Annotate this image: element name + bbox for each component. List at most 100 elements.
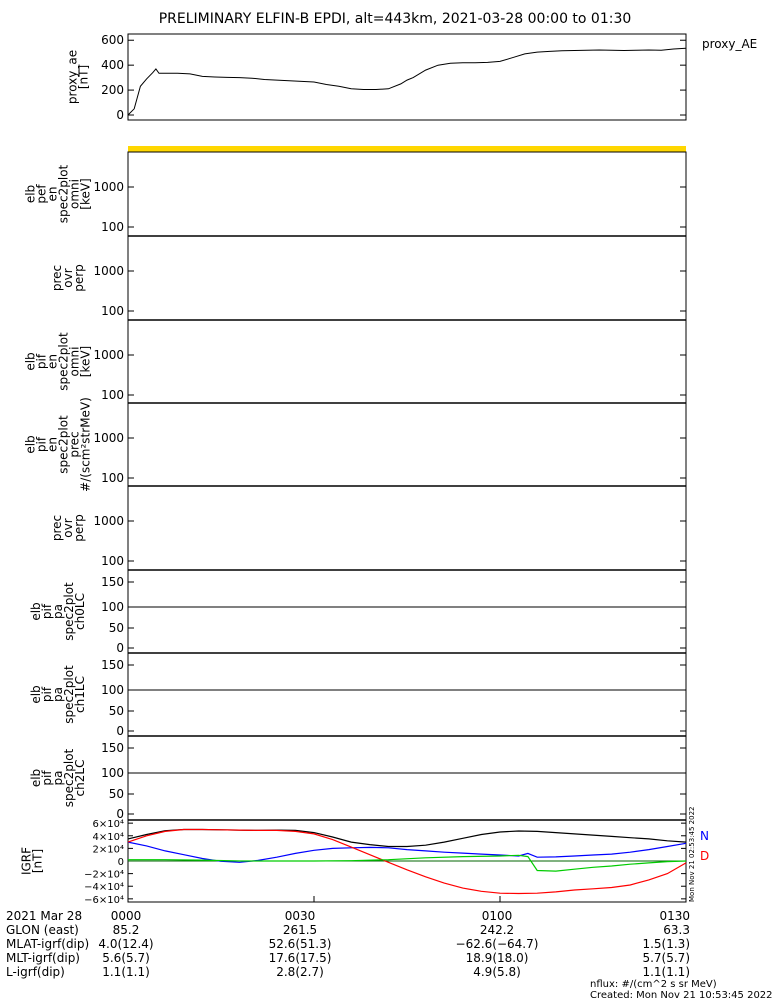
axis-label-line: #/(scm²strMeV) xyxy=(79,397,93,492)
y-tick-label: 1000 xyxy=(93,431,124,445)
axis-label-line: [keV] xyxy=(79,346,93,377)
orbit-row-value: −62.6(−64.7) xyxy=(456,937,539,951)
y-tick-label: 100 xyxy=(101,471,124,485)
panel-frame xyxy=(127,402,687,487)
y-tick-label: −6×10⁴ xyxy=(84,895,124,906)
axis-label-line: ovr xyxy=(61,518,75,537)
legend-proxy-ae: proxy_AE xyxy=(702,37,757,51)
orbit-row-value: 0100 xyxy=(482,909,513,923)
y-tick-label: 0 xyxy=(116,724,124,738)
axis-label-line: en xyxy=(46,354,60,369)
panel-frame xyxy=(127,319,687,404)
orbit-row-label: L-igrf(dip) xyxy=(6,965,65,979)
y-tick-label: 100 xyxy=(101,600,124,614)
y-tick-label: 100 xyxy=(101,220,124,234)
orbit-row-value: 0000 xyxy=(111,909,142,923)
y-tick-label: 100 xyxy=(101,388,124,402)
axis-label-line: pa xyxy=(51,771,65,786)
axis-label-line: spec2plot xyxy=(62,665,76,724)
y-tick-label: 2×10⁴ xyxy=(93,844,124,855)
axis-label-line: elb xyxy=(29,685,43,703)
series-h xyxy=(128,854,687,872)
ae-y-ticks: 600 400 200 0 xyxy=(101,33,686,122)
y-tick-label: 100 xyxy=(101,766,124,780)
yellow-status-bar xyxy=(128,146,686,152)
panel-frame xyxy=(127,151,687,237)
axis-label-line: pif xyxy=(35,353,49,369)
axis-label-line: pa xyxy=(51,687,65,702)
orbit-row-value: 1.1(1.1) xyxy=(642,965,690,979)
axis-label-line: pif xyxy=(40,770,54,786)
axis-label-line: spec2plot xyxy=(57,332,71,391)
panel-frame xyxy=(127,485,687,571)
side-timestamp: Mon Nov 21 02:53:45 2022 xyxy=(688,807,696,902)
axis-label-line: perp xyxy=(72,514,86,542)
axis-label-line: pef xyxy=(35,184,49,204)
y-tick-label: 0 xyxy=(116,807,124,821)
series-d xyxy=(127,828,687,895)
axis-label-line: spec2plot xyxy=(57,415,71,474)
axis-label-line: [keV] xyxy=(79,178,93,209)
orbit-row-value: 5.6(5.7) xyxy=(102,951,150,965)
axis-label-line: ch0LC xyxy=(73,593,87,630)
orbit-row-value: 1.5(1.3) xyxy=(642,937,690,951)
orbit-row-value: 5.7(5.7) xyxy=(642,951,690,965)
orbit-row-label: MLT-igrf(dip) xyxy=(6,951,80,965)
legend-d: D xyxy=(700,849,709,863)
orbit-table: 2021 Mar 28 0000 0030 0100 0130 GLON (east) 85… xyxy=(6,909,690,979)
y-tick-label: 100 xyxy=(101,683,124,697)
figure-title: PRELIMINARY ELFIN-B EPDI, alt=443km, 202… xyxy=(159,11,632,27)
axis-label-line: pif xyxy=(35,436,49,452)
y-tick-label: 50 xyxy=(109,621,124,635)
orbit-row-value: 261.5 xyxy=(283,923,317,937)
panel-proxy-ae: proxy_AE 600 400 200 0 proxy_ae[nT] xyxy=(66,33,758,122)
orbit-row-value: 4.0(12.4) xyxy=(98,937,153,951)
axis-label-line: omni xyxy=(68,347,82,377)
axis-label-line: perp xyxy=(72,264,86,292)
y-tick-label: 400 xyxy=(101,58,124,72)
axis-label-line: elb xyxy=(24,435,38,453)
orbit-row-value: 242.2 xyxy=(480,923,514,937)
spectrogram-panels: 1000100elbpefenspec2plotomni[keV]1000100… xyxy=(24,151,687,821)
y-tick-label: 1000 xyxy=(93,264,124,278)
y-tick-label: 150 xyxy=(101,741,124,755)
axis-label-line: elb xyxy=(24,185,38,203)
orbit-row-value: 52.6(51.3) xyxy=(269,937,332,951)
axis-label-line: ch1LC xyxy=(73,676,87,713)
orbit-row-value: 0130 xyxy=(659,909,690,923)
y-tick-label: 1000 xyxy=(93,180,124,194)
axis-label-line: en xyxy=(46,187,60,202)
axis-label-line: en xyxy=(46,437,60,452)
legend-n: N xyxy=(700,829,709,843)
axis-label-line: prec xyxy=(50,265,64,291)
igrf-series xyxy=(127,828,687,902)
axis-label-line: pa xyxy=(51,604,65,619)
axis-label-line: ch2LC xyxy=(73,760,87,797)
orbit-row-value: 4.9(5.8) xyxy=(473,965,521,979)
orbit-row-label: 2021 Mar 28 xyxy=(6,909,82,923)
axis-label-line: elb xyxy=(29,602,43,620)
panel-frame xyxy=(127,735,687,821)
y-tick-label: 4×10⁴ xyxy=(93,832,124,843)
orbit-row-value: 18.9(18.0) xyxy=(466,951,529,965)
panel-frame xyxy=(127,652,687,737)
y-tick-label: 0 xyxy=(118,857,124,868)
orbit-row-value: 0030 xyxy=(285,909,316,923)
igrf-y-label: IGRF[nT] xyxy=(20,847,45,875)
orbit-row-label: GLON (east) xyxy=(6,923,79,937)
y-tick-label: 100 xyxy=(101,554,124,568)
spectrogram-panel-4: 1000 100 elbpifenspec2plotprec#/(scm²strMe… xyxy=(24,397,687,492)
panel-frame xyxy=(127,33,687,121)
axis-label-line: [nT] xyxy=(77,65,91,89)
axis-label-line: prec xyxy=(50,515,64,541)
ae-y-label: proxy_ae[nT] xyxy=(66,50,91,104)
footer-nflux: nflux: #/(cm^2 s sr MeV) xyxy=(590,979,717,990)
axis-label-line: IGRF xyxy=(20,847,34,875)
y-tick-label: 150 xyxy=(101,575,124,589)
